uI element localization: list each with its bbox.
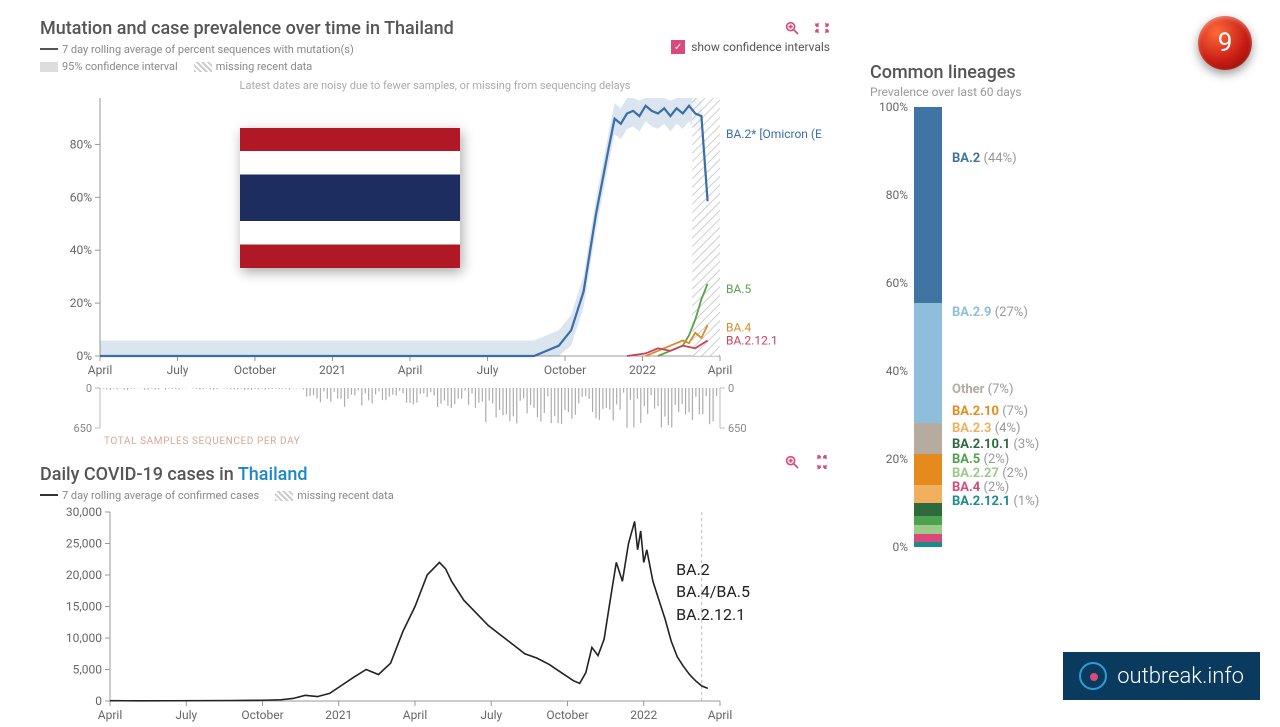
samples-chart: 0 0 650 650 TOTAL SAMPLES SEQUENCED PER DAY	[40, 382, 830, 452]
cases-sub2: missing recent data	[275, 489, 394, 502]
outbreak-logo[interactable]: outbreak.info	[1063, 652, 1260, 700]
cases-title: Daily COVID-19 cases in Thailand	[40, 464, 830, 485]
logo-icon	[1079, 662, 1107, 690]
svg-text:July: July	[167, 363, 189, 377]
svg-text:5,000: 5,000	[73, 663, 103, 677]
svg-text:650: 650	[73, 422, 92, 435]
lineage-label-BA.2.9: BA.2.9 (27%)	[952, 305, 1028, 320]
confidence-checkbox[interactable]: ✓ show confidence intervals	[671, 40, 830, 54]
prevalence-sub2: 95% confidence interval	[40, 60, 178, 73]
svg-text:30,000: 30,000	[66, 505, 102, 519]
prevalence-note: Latest dates are noisy due to fewer samp…	[40, 79, 830, 92]
svg-text:10,000: 10,000	[66, 631, 102, 645]
svg-text:April: April	[88, 363, 112, 377]
cases-sub1: 7 day rolling average of confirmed cases	[40, 489, 259, 502]
slide-number-badge: 9	[1198, 16, 1252, 70]
svg-text:BA.5: BA.5	[726, 282, 751, 296]
prevalence-sub1: 7 day rolling average of percent sequenc…	[40, 43, 354, 56]
collapse-icon[interactable]	[814, 20, 830, 36]
svg-text:0: 0	[86, 382, 92, 395]
svg-text:80%: 80%	[70, 137, 92, 151]
lineages-stacked-bar	[914, 107, 942, 547]
svg-text:2021: 2021	[319, 363, 346, 377]
lineage-label-BA.2.27: BA.2.27 (2%)	[952, 466, 1028, 481]
lineage-seg-BA.4[interactable]	[914, 534, 942, 543]
svg-text:BA.4: BA.4	[726, 321, 751, 335]
lineages-title: Common lineages	[870, 62, 1070, 83]
svg-text:BA.2* [Omicron (E: BA.2* [Omicron (E	[726, 127, 822, 141]
lineage-label-BA.5: BA.5 (2%)	[952, 452, 1009, 467]
lineage-seg-BA.2.12.1[interactable]	[914, 542, 942, 546]
svg-text:20%: 20%	[70, 296, 92, 310]
lineage-seg-Other[interactable]	[914, 423, 942, 454]
lineage-seg-BA.2.10[interactable]	[914, 454, 942, 485]
prevalence-chart-block: Mutation and case prevalence over time i…	[40, 18, 830, 452]
lineage-seg-BA.2.27[interactable]	[914, 525, 942, 534]
svg-text:BA.2.12.1: BA.2.12.1	[726, 334, 778, 348]
svg-text:0: 0	[95, 694, 102, 708]
svg-text:0%: 0%	[76, 349, 92, 363]
svg-text:15,000: 15,000	[66, 600, 102, 614]
lineage-seg-BA.2.10.1[interactable]	[914, 503, 942, 516]
lineages-panel: Common lineages Prevalence over last 60 …	[870, 62, 1070, 547]
svg-text:October: October	[234, 363, 276, 377]
lineage-label-BA.2.3: BA.2.3 (4%)	[952, 421, 1021, 436]
chart-controls	[784, 20, 830, 36]
svg-text:October: October	[544, 363, 586, 377]
svg-text:April: April	[398, 363, 422, 377]
collapse-icon[interactable]	[814, 454, 830, 470]
lineage-seg-BA.2.9[interactable]	[914, 303, 942, 423]
svg-text:2022: 2022	[629, 363, 656, 377]
svg-text:July: July	[477, 363, 499, 377]
lineage-label-BA.2.10: BA.2.10 (7%)	[952, 404, 1028, 419]
prevalence-sub3: missing recent data	[194, 60, 313, 73]
svg-text:60%: 60%	[70, 190, 92, 204]
prevalence-title: Mutation and case prevalence over time i…	[40, 18, 830, 39]
zoom-icon[interactable]	[784, 454, 800, 470]
zoom-icon[interactable]	[784, 20, 800, 36]
variant-overlay-labels: BA.2 BA.4/BA.5 BA.2.12.1	[676, 559, 750, 626]
lineage-seg-BA.5[interactable]	[914, 516, 942, 525]
svg-text:40%: 40%	[70, 243, 92, 257]
lineage-label-BA.2: BA.2 (44%)	[952, 151, 1017, 166]
svg-text:TOTAL SAMPLES SEQUENCED PER DA: TOTAL SAMPLES SEQUENCED PER DAY	[104, 436, 300, 447]
cases-chart-block: Daily COVID-19 cases in Thailand 7 day r…	[40, 464, 830, 727]
lineages-subtitle: Prevalence over last 60 days	[870, 85, 1070, 99]
svg-text:0: 0	[728, 382, 734, 395]
svg-text:25,000: 25,000	[66, 537, 102, 551]
lineage-label-BA.2.12.1: BA.2.12.1 (1%)	[952, 494, 1039, 509]
country-link[interactable]: Thailand	[238, 464, 308, 485]
lineage-seg-BA.2[interactable]	[914, 107, 942, 303]
svg-text:April: April	[708, 363, 732, 377]
thailand-flag	[240, 128, 460, 268]
lineage-label-BA.4: BA.4 (2%)	[952, 480, 1009, 495]
svg-text:650: 650	[728, 422, 747, 435]
lineage-label-Other: Other (7%)	[952, 382, 1013, 397]
lineage-label-BA.2.10.1: BA.2.10.1 (3%)	[952, 437, 1039, 452]
svg-text:20,000: 20,000	[66, 568, 102, 582]
lineage-seg-BA.2.3[interactable]	[914, 485, 942, 503]
